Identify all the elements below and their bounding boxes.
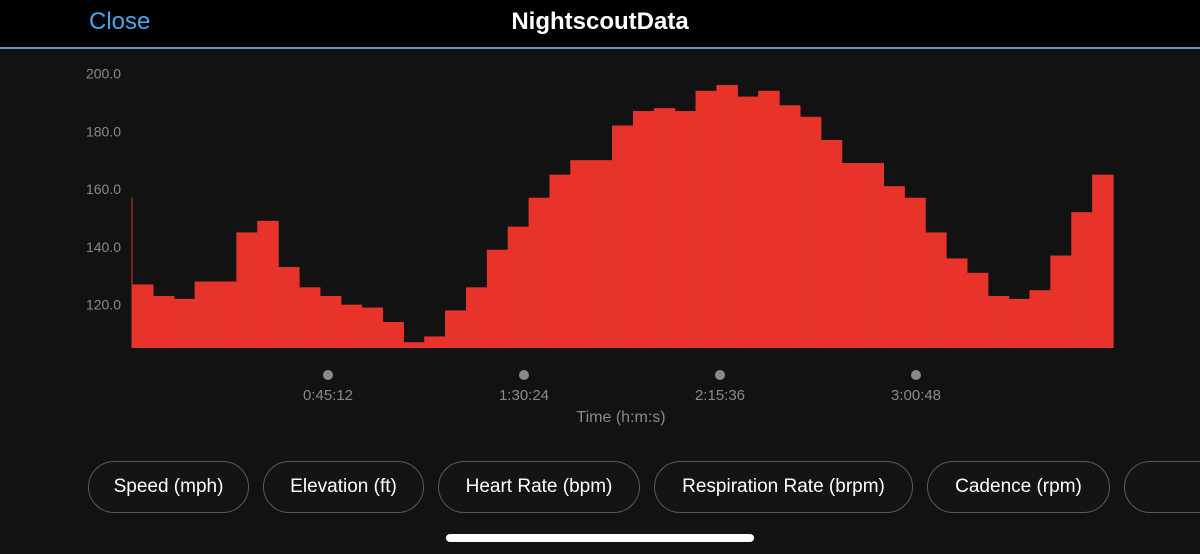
- chart-bar: [904, 197, 926, 348]
- chart-bar: [152, 295, 175, 348]
- chart-bar: [1050, 255, 1072, 348]
- chart-bar: [695, 90, 718, 348]
- chart-bar: [257, 220, 279, 348]
- chart-bar: [319, 295, 342, 348]
- chart-bar: [465, 287, 488, 348]
- x-tick-label: 0:45:12: [303, 387, 353, 404]
- x-tick-label: 2:15:36: [695, 387, 745, 404]
- y-tick-label: 160.0: [86, 181, 121, 197]
- chart-bar: [382, 321, 404, 348]
- chart-bar: [925, 232, 947, 348]
- close-button[interactable]: Close: [89, 8, 151, 35]
- x-tick-label: 3:00:48: [891, 387, 941, 404]
- chart-bar: [653, 108, 676, 348]
- chart-bar: [361, 307, 384, 348]
- chart-bar: [1092, 174, 1114, 348]
- x-tick-dot: [911, 370, 921, 380]
- chart-bar: [966, 272, 989, 348]
- chart-bar: [1029, 290, 1051, 348]
- chart-bar: [298, 287, 321, 348]
- chart-bar: [820, 139, 843, 348]
- chart-bar: [486, 249, 509, 348]
- chart-bar: [862, 163, 884, 348]
- chart-bar: [194, 281, 217, 348]
- x-axis-label: Time (h:m:s): [576, 409, 665, 426]
- x-axis: 0:45:12 1:30:24 2:15:36 3:00:48: [303, 370, 941, 404]
- chart-bar: [987, 295, 1010, 348]
- chart-bar: [883, 186, 905, 348]
- chart-bar: [591, 160, 613, 348]
- chart-bar: [799, 116, 822, 348]
- y-tick-label: 180.0: [86, 123, 121, 139]
- chart-bar: [612, 125, 634, 348]
- chart-bar: [528, 197, 551, 348]
- x-tick-label: 1:30:24: [499, 387, 549, 404]
- x-tick-dot: [323, 370, 333, 380]
- y-tick-label: 200.0: [86, 65, 121, 81]
- chart-bar: [632, 111, 655, 348]
- chart-bar: [445, 310, 467, 348]
- chart-bar: [215, 281, 237, 348]
- plot-area: [131, 85, 1114, 348]
- chart-bar: [737, 96, 759, 348]
- chart-bar: [507, 226, 530, 348]
- cadence-button[interactable]: Cadence (rpm): [927, 461, 1110, 513]
- chart-bar: [674, 111, 697, 348]
- chart-bar: [1008, 298, 1031, 348]
- x-tick-dot: [519, 370, 529, 380]
- home-indicator: [446, 534, 754, 542]
- chart-bar: [549, 174, 571, 348]
- heart-rate-button[interactable]: Heart Rate (bpm): [438, 461, 640, 513]
- chart-bar: [424, 336, 446, 348]
- chart-bar: [340, 304, 363, 348]
- chart-bar: [278, 267, 300, 348]
- y-tick-label: 140.0: [86, 239, 121, 255]
- nav-bar: Close NightscoutData: [0, 0, 1200, 49]
- respiration-rate-button[interactable]: Respiration Rate (brpm): [654, 461, 913, 513]
- more-metric-button[interactable]: [1124, 461, 1200, 513]
- chart-bar: [132, 284, 154, 348]
- elevation-button[interactable]: Elevation (ft): [263, 461, 424, 513]
- x-tick-dot: [715, 370, 725, 380]
- chart-bar: [758, 90, 780, 348]
- y-tick-label: 120.0: [86, 297, 121, 313]
- chart-bar: [946, 258, 968, 348]
- metric-selector: Speed (mph) Elevation (ft) Heart Rate (b…: [0, 461, 1200, 515]
- glucose-chart: 120.0 140.0 160.0 180.0 200.0 0:45:12 1:30:24…: [86, 65, 1114, 426]
- chart-bar: [841, 163, 864, 348]
- chart-bar: [779, 105, 801, 348]
- chart-bar: [236, 232, 258, 348]
- chart-bar: [403, 342, 425, 348]
- y-axis: 120.0 140.0 160.0 180.0 200.0: [86, 65, 121, 312]
- chart-bar: [570, 160, 592, 348]
- speed-button[interactable]: Speed (mph): [88, 461, 249, 513]
- chart-bar: [173, 298, 196, 348]
- page-title: NightscoutData: [511, 8, 689, 35]
- chart-bar: [1071, 212, 1093, 348]
- chart-bar: [716, 85, 738, 348]
